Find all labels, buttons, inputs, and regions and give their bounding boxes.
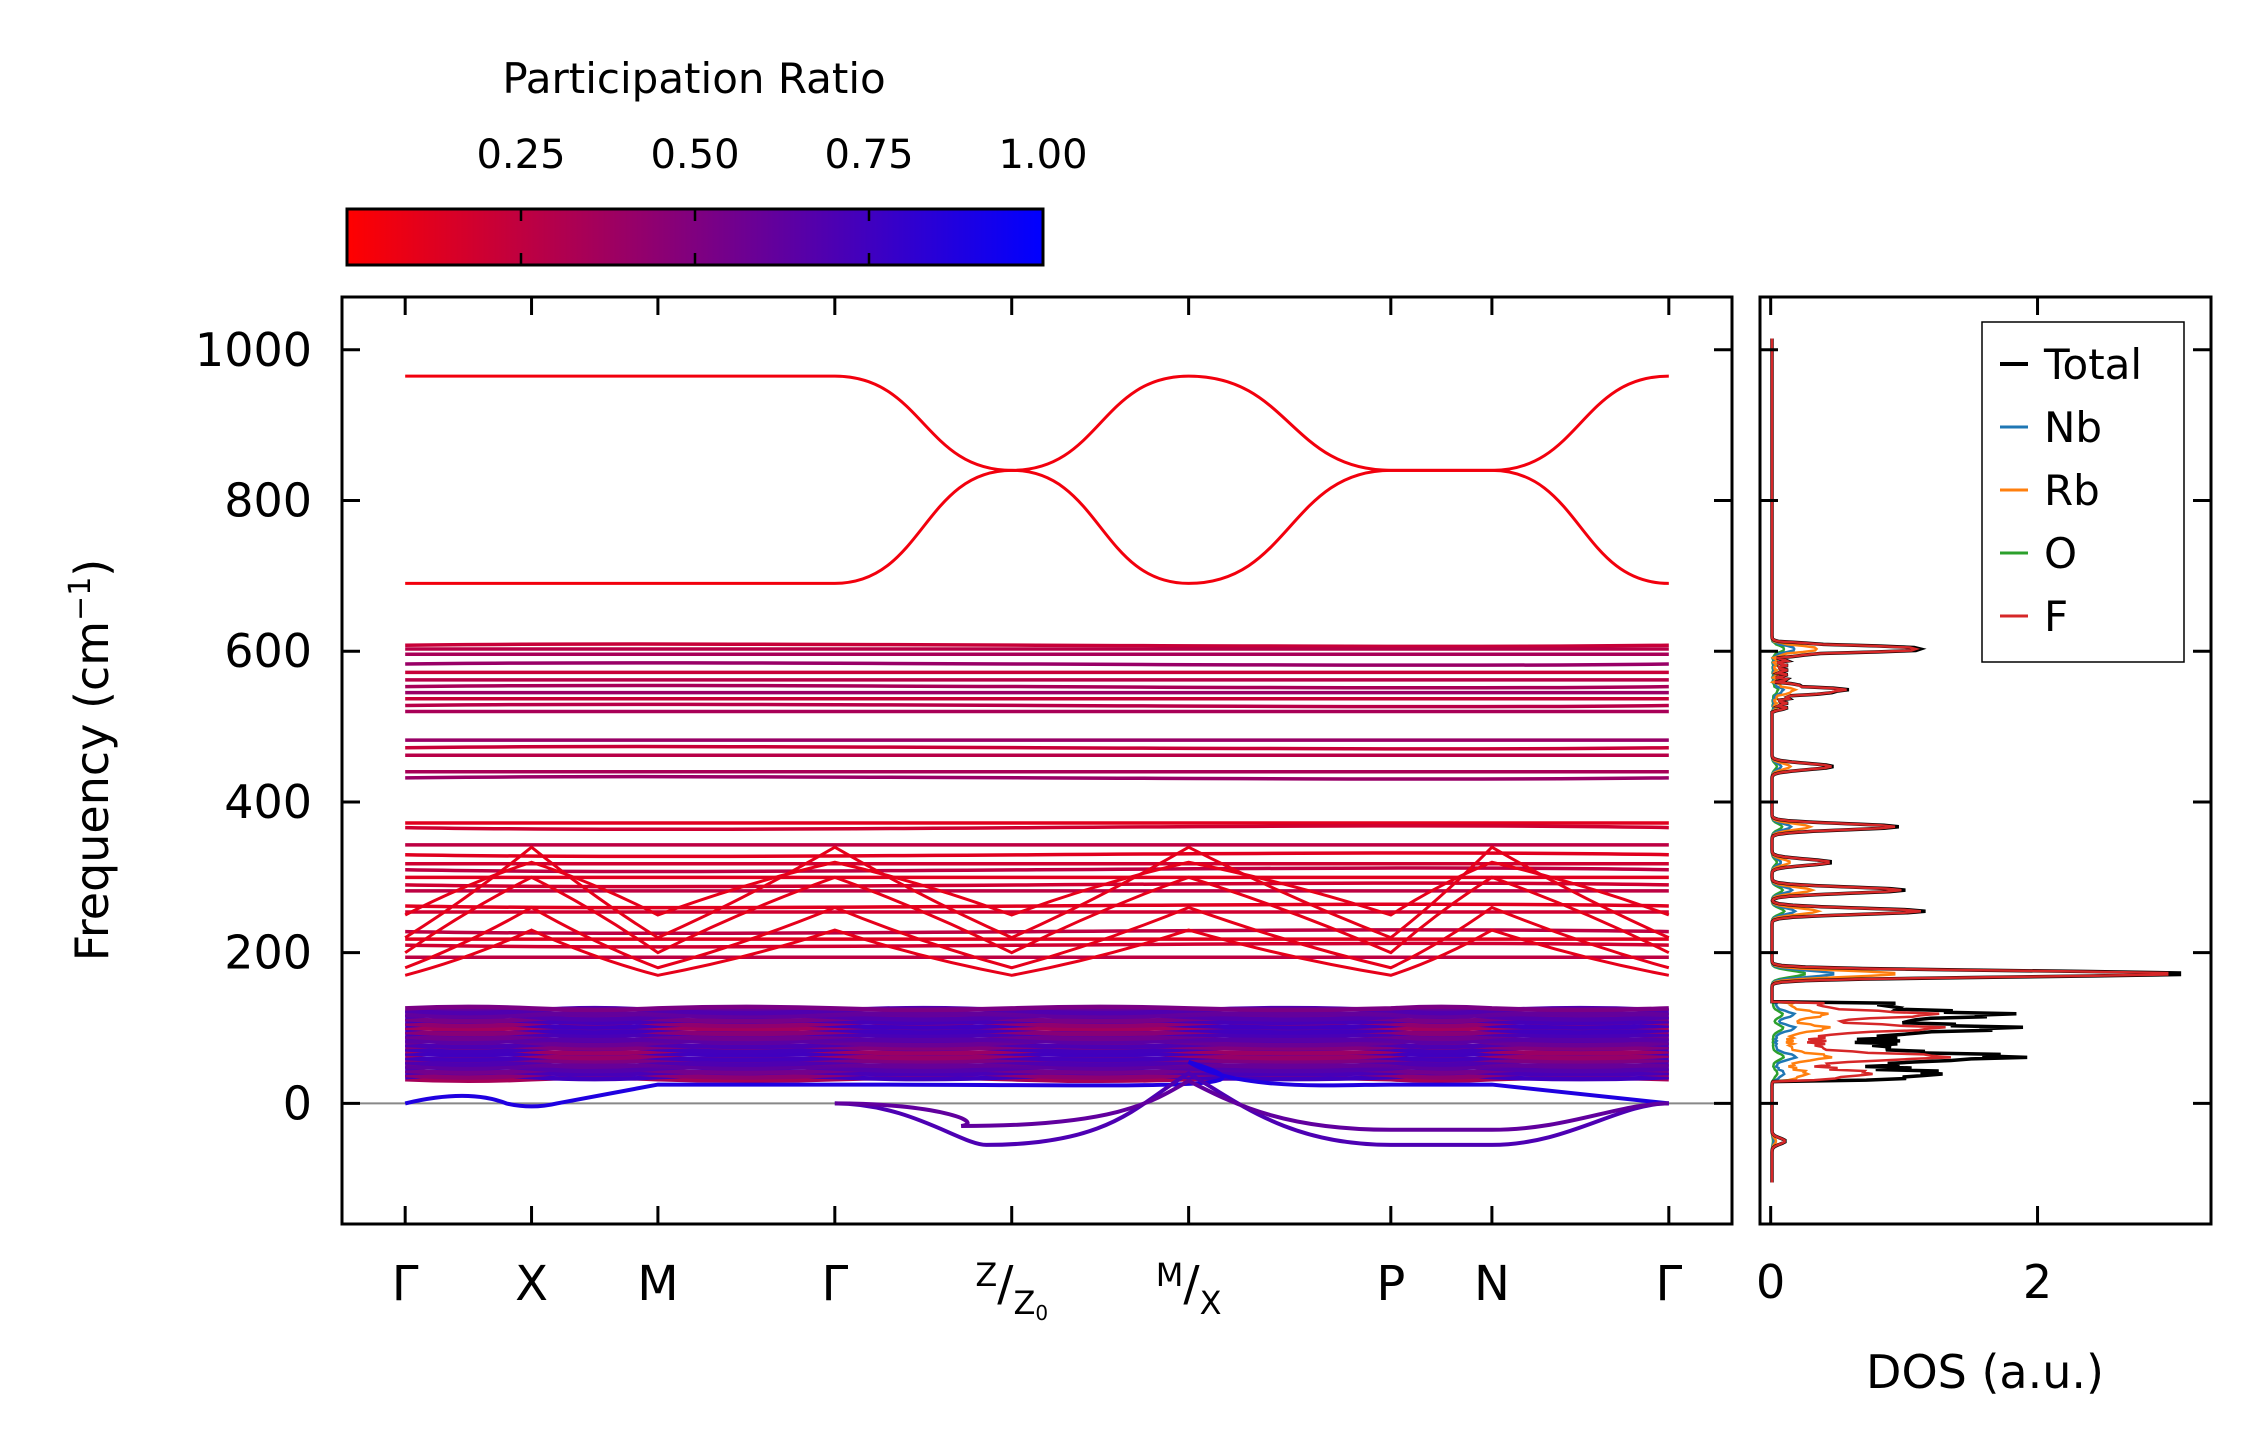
y-tick-label: 400 bbox=[224, 775, 312, 829]
dispersive-band bbox=[404, 875, 1670, 955]
band-lines bbox=[342, 374, 1732, 1147]
dos-x-tick-label: 2 bbox=[2023, 1255, 2052, 1309]
dos-line-F bbox=[1770, 338, 2169, 1183]
legend-label-nb: Nb bbox=[2044, 403, 2102, 452]
x-tick-label: Γ bbox=[392, 1256, 419, 1312]
optical-band bbox=[405, 677, 1669, 683]
x-tick-label-bottom: X bbox=[1200, 1284, 1222, 1322]
x-tick-label-slash: / bbox=[1183, 1256, 1200, 1312]
legend-label-rb: Rb bbox=[2044, 466, 2100, 515]
x-tick-label: M bbox=[637, 1256, 678, 1312]
x-tick-label-top: M bbox=[1156, 1256, 1184, 1294]
low-frequency-band bbox=[405, 1004, 1669, 1013]
optical-band bbox=[405, 881, 1669, 889]
dos-axes-frame bbox=[1758, 295, 2213, 1226]
colorbar-tick-label: 0.25 bbox=[476, 132, 565, 178]
dos-x-axis-label: DOS (a.u.) bbox=[1866, 1345, 2104, 1399]
optical-band bbox=[405, 651, 1669, 657]
x-tick-label: N bbox=[1474, 1256, 1510, 1312]
dos-lines bbox=[1769, 338, 2182, 1183]
optical-band bbox=[405, 690, 1669, 695]
optical-band bbox=[405, 820, 1669, 826]
optical-band bbox=[405, 874, 1669, 880]
legend-frame bbox=[1981, 321, 2185, 663]
optical-band bbox=[405, 851, 1669, 859]
optical-band bbox=[405, 769, 1669, 775]
optical-band bbox=[405, 888, 1669, 894]
y-tick-label: 200 bbox=[224, 926, 312, 980]
acoustic-band bbox=[834, 1078, 1669, 1132]
y-tick-label: 0 bbox=[283, 1076, 312, 1130]
y-tick-label: 1000 bbox=[195, 323, 312, 377]
optical-band bbox=[405, 744, 1669, 751]
legend-label-o: O bbox=[2044, 529, 2077, 578]
optical-band bbox=[405, 737, 1669, 743]
colorbar-title: Participation Ratio bbox=[502, 54, 885, 103]
optical-band bbox=[405, 861, 1669, 867]
x-tick-label-bottom: Z bbox=[1013, 1284, 1035, 1322]
dos-x-tick-label: 0 bbox=[1756, 1255, 1785, 1309]
optical-band bbox=[405, 824, 1669, 832]
x-tick-label: Γ bbox=[821, 1256, 848, 1312]
optical-band bbox=[405, 941, 1669, 949]
band-axes-frame bbox=[340, 295, 1734, 1226]
y-axis-label-sup: −1 bbox=[63, 577, 98, 621]
optical-band bbox=[405, 642, 1669, 649]
dispersive-band bbox=[404, 928, 1670, 977]
optical-band bbox=[405, 866, 1669, 874]
y-tick-label: 600 bbox=[224, 624, 312, 678]
colorbar-ticks: 0.25 0.50 0.75 1.00 bbox=[476, 132, 1088, 265]
y-axis-label-text: Frequency (cm bbox=[65, 621, 119, 961]
optical-band bbox=[405, 646, 1669, 652]
x-tick-label-sub: 0 bbox=[1035, 1301, 1048, 1325]
optical-band bbox=[405, 702, 1669, 709]
optical-band bbox=[405, 669, 1669, 675]
optical-band bbox=[405, 928, 1669, 936]
y-axis-label-close: ) bbox=[65, 559, 119, 577]
optical-band bbox=[405, 752, 1669, 758]
acoustic-band bbox=[834, 1070, 1669, 1147]
dispersive-band bbox=[404, 860, 1670, 917]
colorbar: Participation Ratio 0.25 0.50 0.75 1.00 bbox=[345, 54, 1088, 267]
legend-label-f: F bbox=[2044, 592, 2068, 641]
optical-band bbox=[405, 709, 1669, 714]
x-tick-label-slash: / bbox=[997, 1256, 1014, 1312]
optical-band bbox=[405, 696, 1669, 702]
dispersive-band bbox=[404, 905, 1670, 970]
y-axis-label: Frequency (cm−1) bbox=[63, 559, 119, 962]
optical-band bbox=[405, 842, 1669, 848]
optical-band bbox=[405, 954, 1669, 960]
x-tick-label-top: Z bbox=[975, 1256, 997, 1294]
dos-legend: Total Nb Rb OF bbox=[1981, 321, 2185, 663]
optical-band bbox=[405, 661, 1669, 667]
colorbar-tick-label: 0.75 bbox=[824, 132, 913, 178]
colorbar-tick-label: 1.00 bbox=[998, 132, 1087, 178]
optical-band bbox=[405, 683, 1669, 690]
legend-label-total: Total bbox=[2043, 340, 2142, 389]
acoustic-band bbox=[404, 1060, 1670, 1109]
x-tick-label: P bbox=[1376, 1256, 1405, 1312]
x-tick-label: M/X bbox=[1156, 1256, 1222, 1322]
colorbar-tick-label: 0.50 bbox=[650, 132, 739, 178]
band-upper bbox=[405, 374, 1669, 472]
y-tick-label: 800 bbox=[224, 473, 312, 527]
x-tick-label: Z/Z0 bbox=[975, 1256, 1048, 1325]
x-tick-label: Γ bbox=[1655, 1256, 1682, 1312]
optical-band bbox=[405, 774, 1669, 781]
x-tick-label: X bbox=[515, 1256, 548, 1312]
band-lower bbox=[405, 468, 1669, 585]
